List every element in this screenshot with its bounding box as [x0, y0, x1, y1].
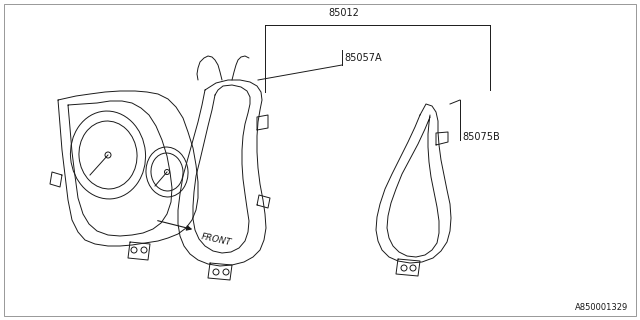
Text: 85075B: 85075B — [462, 132, 500, 142]
Text: 85057A: 85057A — [344, 53, 381, 63]
Text: A850001329: A850001329 — [575, 303, 628, 312]
Text: FRONT: FRONT — [200, 232, 232, 247]
Text: 85012: 85012 — [328, 8, 359, 18]
